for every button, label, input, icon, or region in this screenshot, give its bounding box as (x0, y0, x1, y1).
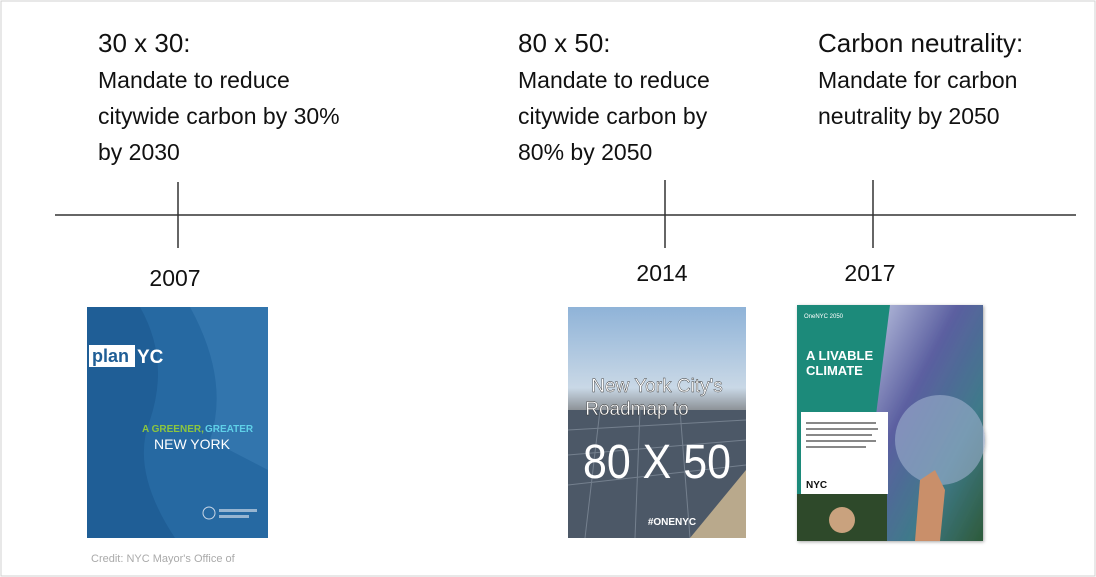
event-year: 2017 (844, 260, 895, 286)
cover-title: CLIMATE (806, 363, 863, 378)
cover-logo: YC (137, 347, 164, 368)
cover-plannyc: plan YC A GREENER, GREATER NEW YORK (87, 307, 268, 538)
cover-tagline: GREATER (205, 424, 254, 435)
cover-logo: NYC (806, 480, 827, 491)
cover-title: Roadmap to (585, 399, 689, 420)
cover-title: New York City's (591, 376, 722, 397)
event-description: 80% by 2050 (518, 139, 652, 165)
cover-tagline: NEW YORK (154, 436, 231, 452)
cover-livable-climate: NYC OneNYC 2050 A LIVABLE CLIMATE (797, 305, 985, 541)
event-heading: 80 x 50: (518, 28, 611, 58)
cover-title: A LIVABLE (806, 348, 873, 363)
event-year: 2007 (149, 265, 200, 291)
credit: Credit: NYC Mayor's Office of (91, 553, 236, 565)
event-heading: Carbon neutrality: (818, 28, 1023, 58)
event-description: citywide carbon by 30% (98, 103, 340, 129)
cover-tagline: A GREENER, (142, 424, 204, 435)
cover-big-title: 80 X 50 (583, 436, 731, 489)
event-description: citywide carbon by (518, 103, 708, 129)
event-description: neutrality by 2050 (818, 103, 1000, 129)
event-description: Mandate for carbon (818, 67, 1017, 93)
event-heading: 30 x 30: (98, 28, 191, 58)
event-description: Mandate to reduce (98, 67, 290, 93)
cover-hashtag: #ONENYC (648, 517, 696, 528)
event-description: Mandate to reduce (518, 67, 710, 93)
event-description: by 2030 (98, 139, 180, 165)
cover-roadmap: New York City's Roadmap to 80 X 50 #ONEN… (567, 307, 747, 539)
event-year: 2014 (636, 260, 687, 286)
cover-series: OneNYC 2050 (804, 314, 844, 320)
cover-logo: plan (92, 346, 129, 366)
